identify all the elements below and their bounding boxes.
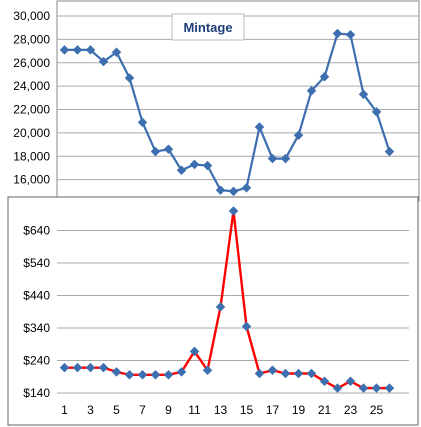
mintage-line [64, 32, 391, 193]
mintage-point [111, 47, 122, 58]
price-point [111, 367, 122, 377]
price-x-tick-label: 21 [318, 403, 332, 417]
price-x-tick-labels: 1 3 5 7 9 11 13 15 17 19 21 23 25 [61, 403, 383, 417]
price-point [306, 368, 317, 379]
price-point [345, 376, 356, 387]
price-chart-frame [7, 196, 419, 426]
mintage-point [163, 144, 174, 155]
price-point [254, 368, 265, 379]
mintage-point [202, 160, 213, 171]
mintage-point [319, 71, 330, 82]
price-y-tick-label: $640 [23, 224, 50, 238]
price-y-tick-label: $440 [23, 289, 50, 303]
mintage-point [332, 28, 343, 39]
price-y-tick-labels: $140 $240 $340 $440 $540 $640 [23, 224, 50, 401]
price-point [241, 321, 252, 332]
price-point [319, 376, 330, 387]
mintage-point [358, 89, 369, 100]
price-x-tick-label: 5 [113, 403, 120, 417]
mintage-point [176, 165, 187, 176]
mintage-point [85, 45, 96, 55]
price-y-tick-label: $240 [23, 354, 50, 368]
price-y-tick-label: $340 [23, 321, 50, 335]
mintage-point [384, 146, 395, 157]
mintage-chart: 16,000 18,000 20,000 22,000 24,000 26,000 28,0… [13, 0, 420, 202]
price-x-tick-label: 17 [266, 403, 280, 417]
mintage-point [72, 45, 83, 55]
mintage-point [241, 182, 252, 193]
mintage-y-tick-label: 16,000 [13, 173, 50, 187]
mintage-point [228, 186, 239, 197]
mintage-point [371, 106, 382, 117]
mintage-series [59, 28, 395, 197]
price-x-tick-label: 23 [344, 403, 358, 417]
price-x-tick-label: 25 [370, 403, 384, 417]
price-x-tick-label: 7 [139, 403, 146, 417]
price-point [371, 383, 382, 393]
mintage-point [124, 73, 135, 83]
mintage-point [254, 122, 265, 132]
mintage-point [137, 117, 148, 128]
price-point [98, 362, 109, 373]
mintage-point [267, 153, 278, 164]
mintage-point [215, 185, 226, 195]
price-gridlines [57, 230, 409, 394]
price-point [202, 365, 213, 376]
price-point [124, 369, 135, 380]
mintage-title: Mintage [183, 20, 232, 35]
price-point [85, 362, 96, 373]
price-point [384, 383, 395, 393]
mintage-y-tick-label: 24,000 [13, 79, 50, 93]
mintage-gridlines [57, 15, 419, 181]
mintage-y-tick-labels: 16,000 18,000 20,000 22,000 24,000 26,000 28,0… [13, 9, 50, 187]
price-point [137, 369, 148, 380]
mintage-point [150, 146, 161, 157]
price-point [332, 383, 343, 393]
mintage-title-box [171, 13, 245, 41]
price-point [358, 383, 369, 393]
price-point [267, 365, 278, 376]
price-y-tick-label: $140 [23, 386, 50, 400]
mintage-y-tick-label: 22,000 [13, 103, 50, 117]
price-point [176, 367, 187, 377]
price-x-tick-label: 13 [214, 403, 228, 417]
mintage-point [189, 159, 200, 170]
mintage-point [98, 56, 109, 67]
price-point [72, 362, 83, 373]
mintage-point [280, 153, 291, 164]
mintage-point [345, 29, 356, 40]
price-point [215, 302, 226, 312]
price-series [59, 206, 395, 393]
mintage-point [306, 85, 317, 96]
mintage-y-tick-label: 30,000 [13, 9, 50, 23]
price-point [228, 206, 239, 216]
price-x-tick-label: 3 [87, 403, 94, 417]
mintage-y-tick-label: 26,000 [13, 56, 50, 70]
price-point [150, 369, 161, 380]
price-x-tick-label: 1 [61, 403, 68, 417]
price-x-tick-label: 11 [188, 403, 201, 417]
price-x-tick-label: 15 [240, 403, 254, 417]
price-x-tick-label: 19 [292, 403, 306, 417]
mintage-point [59, 45, 70, 55]
price-x-tick-label: 9 [165, 403, 172, 417]
mintage-y-tick-label: 18,000 [13, 149, 50, 163]
price-chart: $140$240$340$440$540$640 1 3 5 7 9 11 13 15 17 19… [7, 196, 419, 426]
price-point [280, 368, 291, 379]
mintage-y-tick-label: 20,000 [13, 126, 50, 140]
price-point [293, 368, 304, 379]
price-point [59, 362, 70, 373]
price-point [163, 369, 174, 380]
mintage-y-tick-label: 28,000 [13, 32, 50, 46]
price-point [189, 346, 200, 357]
price-y-tick-label: $540 [23, 256, 50, 270]
mintage-point [293, 130, 304, 141]
